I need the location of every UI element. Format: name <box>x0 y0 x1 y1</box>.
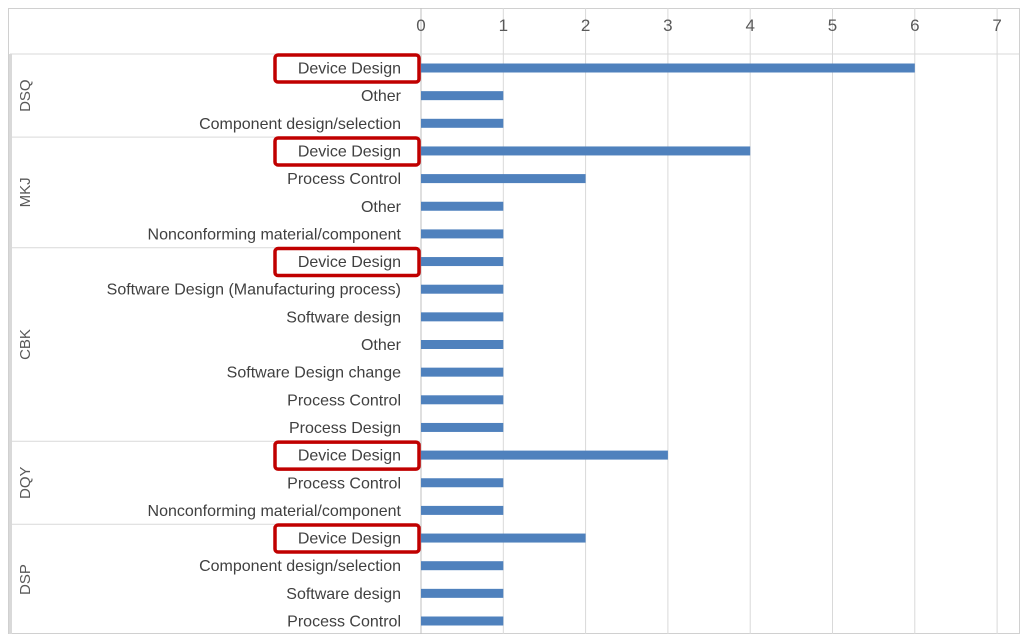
bar <box>421 201 504 211</box>
bar <box>421 533 586 543</box>
category-label: Component design/selection <box>199 116 401 133</box>
category-label: Nonconforming material/component <box>148 503 402 520</box>
category-label: Software design <box>286 309 401 326</box>
x-tick-label: 7 <box>992 16 1001 35</box>
category-label: Other <box>361 199 402 216</box>
bar <box>421 450 668 460</box>
highlight-box <box>273 136 421 167</box>
highlight-box <box>273 53 421 84</box>
x-tick-label: 4 <box>745 16 754 35</box>
bar <box>421 616 504 626</box>
bar <box>421 63 915 73</box>
x-tick-label: 5 <box>828 16 837 35</box>
bar <box>421 174 586 184</box>
x-tick-label: 0 <box>416 16 425 35</box>
x-tick-label: 1 <box>499 16 508 35</box>
group-strip <box>9 54 12 634</box>
bar <box>421 312 504 322</box>
category-label: Process Control <box>287 614 401 631</box>
highlight-box <box>273 246 421 278</box>
bar <box>421 229 504 239</box>
bar <box>421 91 504 101</box>
category-label: Software Design change <box>227 365 401 382</box>
group-label: DSQ <box>17 79 34 112</box>
bar <box>421 588 504 598</box>
x-tick-label: 3 <box>663 16 672 35</box>
bar <box>421 284 504 294</box>
category-label: Process Control <box>287 392 401 409</box>
category-label: Other <box>361 337 402 354</box>
bar <box>421 367 504 377</box>
highlight-box <box>273 523 421 554</box>
category-label: Software Design (Manufacturing process) <box>107 282 401 299</box>
category-label: Other <box>361 88 402 105</box>
highlight-box <box>273 440 421 471</box>
group-label: CBK <box>17 329 34 360</box>
category-label: Device Design <box>298 254 401 271</box>
group-label: DSP <box>17 564 34 595</box>
chart-frame <box>8 8 1020 634</box>
category-label: Nonconforming material/component <box>148 226 402 243</box>
bar <box>421 478 504 488</box>
category-label: Device Design <box>298 61 401 78</box>
category-label: Software design <box>286 586 401 603</box>
bar <box>421 257 504 267</box>
category-label: Device Design <box>298 143 401 160</box>
category-label: Component design/selection <box>199 558 401 575</box>
bar <box>421 118 504 128</box>
group-label: DQY <box>17 466 34 499</box>
bar <box>421 422 504 432</box>
x-tick-label: 6 <box>910 16 919 35</box>
bar <box>421 505 504 515</box>
category-label: Device Design <box>298 531 401 548</box>
category-label: Device Design <box>298 448 401 465</box>
group-label: MKJ <box>17 177 34 207</box>
bar <box>421 561 504 571</box>
category-label: Process Design <box>289 420 401 437</box>
bar <box>421 395 504 405</box>
bar <box>421 146 751 156</box>
bar <box>421 340 504 349</box>
category-label: Process Control <box>287 475 401 492</box>
category-label: Process Control <box>287 171 401 188</box>
x-tick-label: 2 <box>581 16 590 35</box>
